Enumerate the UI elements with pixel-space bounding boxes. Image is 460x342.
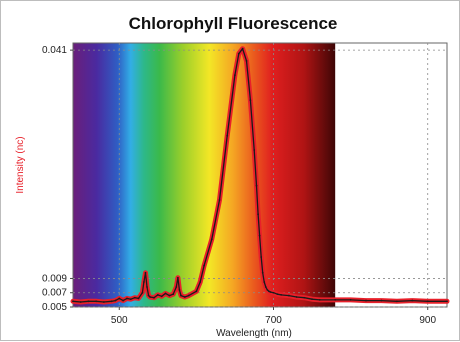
data-point	[234, 74, 236, 77]
data-point	[164, 292, 167, 295]
data-point	[334, 298, 337, 301]
data-point	[260, 256, 263, 258]
data-point	[143, 281, 145, 283]
chart-title: Chlorophyll Fluorescence	[129, 14, 338, 33]
data-point	[426, 300, 429, 303]
data-point	[95, 300, 98, 303]
data-point	[272, 291, 275, 294]
data-point	[237, 52, 240, 55]
data-point	[269, 291, 272, 293]
data-point	[147, 294, 150, 297]
x-tick-label: 500	[111, 315, 128, 326]
y-tick-label: 0.041	[42, 45, 67, 56]
data-point	[156, 293, 159, 296]
data-point	[87, 300, 90, 303]
data-point	[311, 298, 313, 301]
data-point	[187, 294, 190, 297]
data-point	[295, 296, 298, 298]
data-point	[257, 213, 259, 216]
data-point	[261, 271, 264, 274]
data-point	[118, 297, 121, 300]
data-point	[264, 286, 267, 288]
data-point	[183, 296, 186, 298]
data-point	[318, 298, 321, 301]
x-tick-label: 700	[265, 315, 282, 326]
data-point	[160, 295, 163, 298]
plot-area: 0.005 0.007 0.009 0.041 500 700 900	[42, 42, 450, 326]
data-point	[245, 59, 248, 62]
data-point	[349, 298, 352, 301]
data-point	[72, 300, 74, 303]
x-tick-label: 900	[419, 315, 436, 326]
data-point	[203, 264, 205, 267]
data-point	[129, 298, 132, 301]
data-point	[180, 294, 182, 297]
data-point	[218, 199, 221, 201]
data-point	[175, 286, 178, 288]
data-point	[267, 290, 270, 293]
data-point	[176, 276, 179, 279]
data-point	[144, 271, 147, 274]
data-point	[146, 286, 148, 288]
data-point	[263, 281, 266, 283]
data-point	[446, 300, 448, 303]
data-point	[266, 288, 269, 291]
data-point	[395, 300, 398, 303]
data-point	[137, 297, 140, 300]
data-point	[79, 301, 82, 303]
data-point	[168, 294, 171, 297]
data-point	[126, 297, 128, 300]
data-point	[255, 184, 258, 187]
data-point	[133, 296, 136, 299]
data-point	[172, 293, 175, 296]
data-point	[153, 296, 155, 299]
data-point	[199, 281, 202, 283]
data-point	[253, 149, 256, 151]
data-point	[102, 301, 105, 303]
data-point	[365, 299, 367, 302]
data-point	[110, 300, 113, 303]
data-point	[303, 296, 306, 299]
y-axis-label: Intensity (nc)	[15, 136, 26, 193]
data-point	[249, 99, 252, 101]
data-point	[122, 299, 125, 302]
data-point	[288, 294, 290, 297]
y-tick-label: 0.007	[42, 288, 67, 299]
data-point	[149, 296, 152, 298]
data-point	[210, 238, 213, 241]
data-point	[178, 288, 181, 291]
x-axis-label: Wavelength (nm)	[216, 328, 292, 339]
data-point	[280, 293, 283, 296]
data-point	[226, 134, 229, 137]
data-point	[141, 291, 144, 294]
data-point	[195, 290, 198, 293]
data-point	[114, 299, 117, 302]
data-point	[411, 299, 414, 302]
y-tick-label: 0.009	[42, 273, 67, 284]
data-point	[241, 47, 244, 50]
y-tick-label: 0.005	[42, 302, 67, 313]
data-point	[276, 293, 279, 296]
data-point	[380, 299, 383, 302]
data-point	[258, 234, 261, 237]
